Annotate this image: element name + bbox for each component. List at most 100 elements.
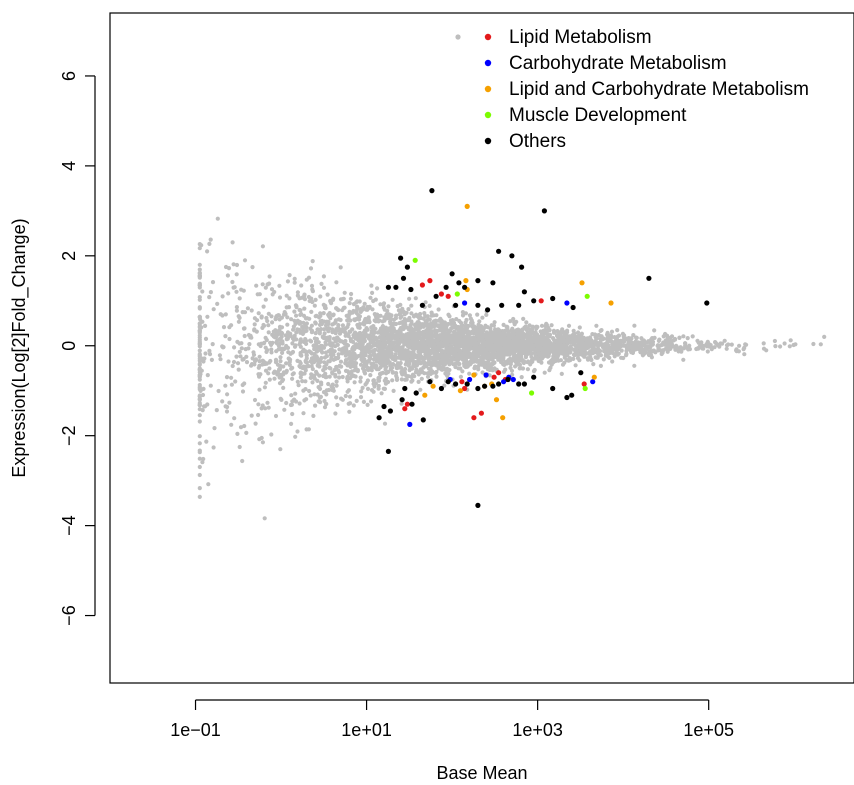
background-point [402, 310, 407, 315]
background-point [546, 325, 551, 330]
series-0-point [496, 370, 502, 376]
background-point [625, 338, 631, 343]
background-point [500, 360, 505, 365]
background-point [390, 356, 395, 361]
background-point [256, 311, 261, 316]
background-point [369, 399, 374, 404]
background-point [310, 366, 315, 372]
background-point [319, 380, 324, 385]
background-point [298, 375, 303, 380]
series-0-point [445, 293, 451, 299]
background-point [409, 311, 414, 316]
background-point [363, 331, 368, 336]
series-4-point [400, 275, 407, 281]
series-4-point [453, 381, 459, 387]
background-point [284, 343, 289, 349]
background-point [263, 285, 268, 290]
background-point [321, 345, 327, 350]
background-point [429, 313, 434, 318]
background-point [479, 343, 484, 349]
background-point [365, 402, 370, 407]
series-4-point [427, 379, 433, 385]
y-tick-label: −2 [59, 425, 79, 446]
legend-label-muscle: Muscle Development [509, 105, 687, 126]
background-point [274, 332, 279, 337]
background-point [429, 363, 434, 368]
background-point [208, 383, 213, 388]
background-point [285, 279, 290, 284]
background-point [304, 341, 309, 346]
series-2-point [457, 388, 463, 394]
background-point [197, 275, 202, 280]
series-0-point [538, 298, 544, 304]
background-point [205, 249, 210, 254]
background-point [482, 325, 487, 330]
background-point [472, 366, 477, 371]
background-point [237, 349, 242, 354]
series-4-point [550, 295, 556, 302]
background-point [476, 367, 481, 372]
background-point [323, 342, 329, 347]
background-point [384, 313, 389, 318]
background-point [231, 359, 237, 365]
background-point [422, 371, 427, 376]
background-point [340, 329, 345, 334]
background-point [252, 322, 257, 327]
background-point [509, 372, 515, 377]
background-point [818, 342, 823, 347]
background-point [266, 311, 271, 316]
background-point [371, 361, 376, 366]
background-point [594, 323, 599, 328]
background-point [605, 332, 610, 337]
background-point [490, 330, 495, 336]
background-point [521, 359, 526, 364]
background-point [355, 368, 360, 373]
background-point [326, 381, 331, 387]
background-point [446, 368, 451, 373]
background-point [269, 342, 274, 347]
background-point [439, 333, 444, 338]
background-point [454, 317, 459, 322]
background-point [337, 375, 342, 380]
background-point [444, 323, 449, 328]
background-point [471, 357, 476, 362]
background-point [555, 341, 561, 347]
background-point [304, 328, 309, 333]
series-3-point [529, 390, 535, 396]
background-point [425, 314, 430, 319]
background-point [298, 337, 303, 342]
background-point [338, 317, 343, 323]
background-point [612, 354, 617, 359]
background-point [323, 350, 328, 355]
background-point [428, 321, 434, 326]
background-point [400, 306, 405, 311]
background-point [204, 439, 209, 444]
background-point [257, 292, 262, 297]
background-point [454, 342, 459, 348]
series-1-point [483, 372, 489, 378]
x-axis-title: Base Mean [436, 763, 527, 783]
background-point [477, 319, 482, 324]
background-point [571, 332, 576, 337]
background-point [348, 337, 353, 342]
background-point [312, 392, 317, 397]
background-point [375, 286, 380, 291]
background-point [334, 379, 339, 384]
background-point [311, 360, 317, 365]
background-point [345, 363, 350, 368]
background-point [393, 355, 399, 360]
legend: Lipid Metabolism Carbohydrate Metabolism… [455, 27, 809, 152]
background-point [318, 394, 323, 399]
background-point [200, 289, 205, 294]
background-point [614, 348, 620, 353]
series-4-point [445, 379, 451, 385]
background-point [575, 356, 581, 361]
background-point [314, 313, 319, 318]
background-point [681, 357, 686, 362]
background-point [334, 383, 339, 388]
background-point [573, 363, 578, 368]
background-point [244, 430, 249, 435]
background-point [539, 323, 545, 328]
background-point [584, 343, 590, 348]
background-point [315, 344, 320, 350]
